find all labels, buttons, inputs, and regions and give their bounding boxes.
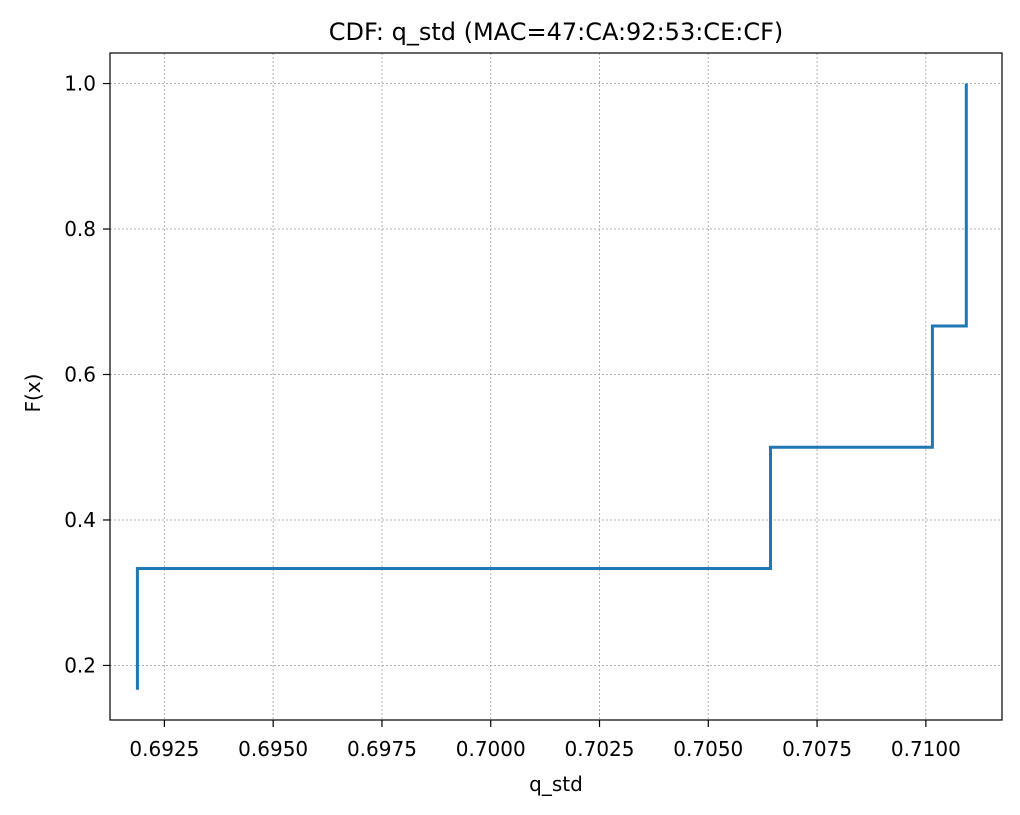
- grid-layer: [110, 53, 1002, 720]
- x-axis-ticks: 0.6925 0.6950 0.6975 0.7000 0.7025 0.7050 0.70…: [129, 720, 961, 761]
- x-tick-label: 0.6950: [238, 737, 308, 761]
- series-layer: [135, 83, 968, 690]
- x-tick-label: 0.6975: [347, 737, 417, 761]
- x-tick-label: 0.7025: [565, 737, 635, 761]
- x-tick-label: 0.7050: [673, 737, 743, 761]
- y-tick-label: 1.0: [64, 72, 96, 96]
- cdf-step-line: [135, 83, 968, 690]
- y-tick-label: 0.8: [64, 217, 96, 241]
- x-axis-label: q_std: [529, 772, 583, 796]
- y-axis-label: F(x): [21, 374, 45, 413]
- y-tick-label: 0.4: [64, 508, 96, 532]
- plot-area-frame: [109, 52, 1003, 721]
- x-tick-label: 0.7075: [782, 737, 852, 761]
- y-axis-ticks: 0.2 0.4 0.6 0.8 1.0: [64, 72, 110, 677]
- x-tick-label: 0.7100: [891, 737, 961, 761]
- x-tick-label: 0.6925: [129, 737, 199, 761]
- y-tick-label: 0.2: [64, 653, 96, 677]
- chart-title: CDF: q_std (MAC=47:CA:92:53:CE:CF): [329, 18, 784, 46]
- y-tick-label: 0.6: [64, 362, 96, 386]
- x-tick-label: 0.7000: [456, 737, 526, 761]
